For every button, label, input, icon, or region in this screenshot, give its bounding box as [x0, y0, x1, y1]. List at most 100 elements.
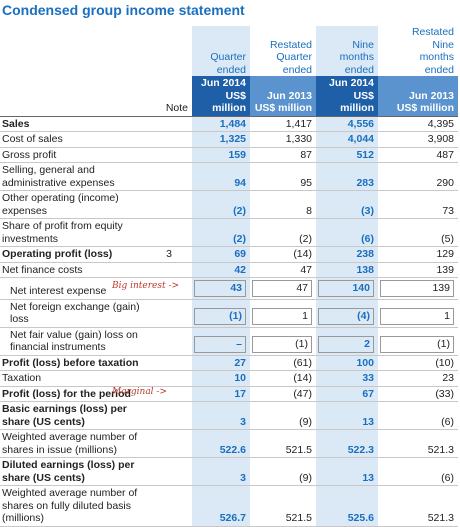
- header-line: Quarter: [276, 51, 312, 63]
- note-cell: [148, 429, 192, 458]
- value-cell: (10): [378, 354, 458, 371]
- value: 290: [436, 176, 454, 189]
- handwritten-note: Marginal ->: [112, 386, 168, 397]
- value-cell: (6): [316, 218, 378, 247]
- value: –: [236, 338, 242, 350]
- value-cell: 521.5: [250, 485, 316, 527]
- row-label: Cost of sales: [0, 131, 148, 148]
- value-cell: 1,325: [192, 131, 250, 148]
- value-cell: 4,044: [316, 131, 378, 148]
- header-line: ended: [282, 63, 312, 76]
- unit: US$ million: [254, 102, 312, 114]
- value-cell: 13: [316, 457, 378, 486]
- header-line: Nine: [352, 38, 374, 51]
- cell-box: 139: [380, 280, 454, 297]
- row-label: Share of profit from equity investments: [0, 218, 148, 247]
- value-cell: 69: [192, 246, 250, 263]
- value-cell: 10: [192, 370, 250, 387]
- row: Operating profit (loss) 3 69 (14) 238 129: [0, 246, 458, 263]
- cell-box: (1): [194, 308, 246, 325]
- value-cell: 17: [192, 385, 250, 402]
- value: 512: [356, 148, 374, 161]
- row-label: Gross profit: [0, 147, 148, 163]
- cell-box: 47: [252, 280, 312, 297]
- row: Basic earnings (loss) per share (US cent…: [0, 401, 458, 430]
- label: Net fair value (gain) loss on financial …: [10, 328, 138, 354]
- row-label: Net interest expense: [0, 277, 148, 300]
- cell-box: 140: [318, 280, 374, 297]
- value-cell: (14): [250, 370, 316, 387]
- value-cell: 94: [192, 162, 250, 191]
- value-cell: (2): [192, 190, 250, 219]
- value: 139: [432, 282, 450, 294]
- row-label: Net fair value (gain) loss on financial …: [0, 327, 148, 356]
- row: Other operating (income) expenses (2) 8 (3)…: [0, 190, 458, 219]
- column-header: Restated Nine months ended: [378, 26, 458, 76]
- note-cell: [148, 131, 192, 148]
- value: (5): [441, 232, 454, 245]
- row: Profit (loss) for the period 17 (47) 67 (33): [0, 385, 458, 402]
- value: (10): [435, 356, 454, 369]
- period-header: Jun 2014 US$ million: [316, 76, 378, 116]
- value: 3: [240, 415, 246, 428]
- note-cell: 3: [148, 246, 192, 263]
- note-cell: [148, 262, 192, 278]
- row: Taxation 10 (14) 33 23: [0, 370, 458, 387]
- value-cell: (2): [192, 218, 250, 247]
- value: 13: [362, 415, 374, 428]
- value: 522.3: [347, 443, 374, 456]
- value-cell: (5): [378, 218, 458, 247]
- note-cell: [148, 354, 192, 371]
- value: (1): [437, 338, 450, 350]
- note-cell: [148, 190, 192, 219]
- row-label: Net foreign exchange (gain) loss: [0, 299, 148, 328]
- value: (1): [295, 338, 308, 350]
- cell-box: 2: [318, 336, 374, 353]
- value: 487: [436, 148, 454, 161]
- row-label: Net finance costs: [0, 262, 148, 278]
- value: 4,395: [427, 117, 454, 130]
- unit: US$ million: [396, 102, 454, 114]
- note-header: Note: [165, 102, 188, 114]
- value: 43: [230, 282, 242, 294]
- value: 1,417: [285, 117, 312, 130]
- row: Weighted average number of shares on ful…: [0, 485, 458, 527]
- value: (6): [361, 232, 374, 245]
- value-cell: 290: [378, 162, 458, 191]
- header-line: months: [419, 51, 454, 63]
- value: 73: [442, 204, 454, 217]
- value-cell: 1,330: [250, 131, 316, 148]
- value-cell: 139: [378, 277, 458, 300]
- header-row: Quarter ended Restated Quarter ended Nine mont…: [0, 26, 458, 76]
- row-label: Other operating (income) expenses: [0, 190, 148, 219]
- value: (6): [441, 415, 454, 428]
- label: Sales: [2, 117, 30, 130]
- value-cell: 42: [192, 262, 250, 278]
- blank: [148, 26, 192, 76]
- value-cell: 1,484: [192, 115, 250, 132]
- value-cell: (4): [316, 299, 378, 328]
- value: 525.6: [347, 512, 374, 524]
- value-cell: 140: [316, 277, 378, 300]
- label: Weighted average number of shares on ful…: [2, 487, 138, 524]
- value-cell: 47: [250, 262, 316, 278]
- value-cell: (47): [250, 385, 316, 402]
- note: 3: [166, 248, 172, 260]
- note-cell: [148, 299, 192, 328]
- value: 1,330: [285, 133, 312, 145]
- value-cell: 23: [378, 370, 458, 387]
- value-cell: 47: [250, 277, 316, 300]
- label: Gross profit: [2, 148, 57, 161]
- label: Share of profit from equity investments: [2, 220, 123, 245]
- row: Diluted earnings (loss) per share (US ce…: [0, 457, 458, 486]
- row: Share of profit from equity investments (…: [0, 218, 458, 247]
- value-cell: 4,556: [316, 115, 378, 132]
- value: 87: [300, 148, 312, 161]
- value: 95: [300, 176, 312, 189]
- period: Jun 2013: [409, 89, 454, 102]
- value: 67: [362, 387, 374, 400]
- label: Taxation: [2, 372, 42, 384]
- value: 521.3: [427, 443, 454, 456]
- value: (3): [361, 204, 374, 217]
- value-cell: 487: [378, 147, 458, 163]
